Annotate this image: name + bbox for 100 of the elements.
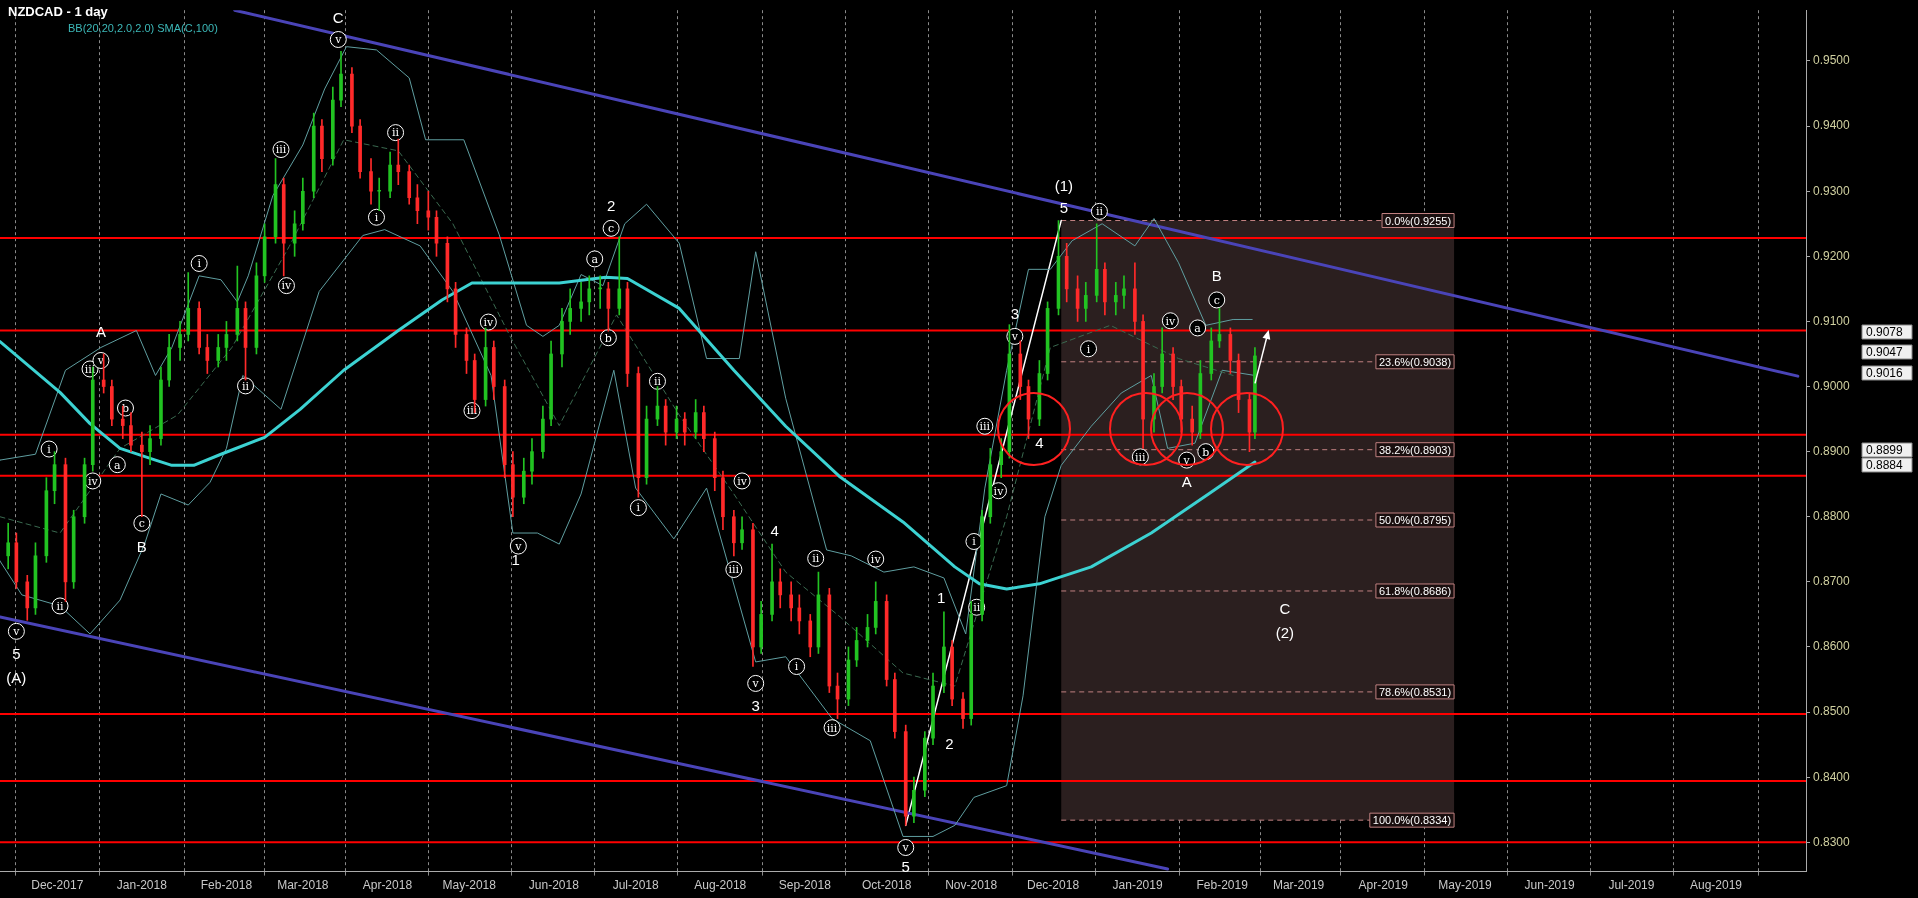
text: 0.9078 [1866, 325, 1904, 340]
annotation: i [794, 660, 799, 674]
annotation: ii [973, 601, 981, 615]
annotation: 5 [901, 858, 910, 876]
annotation: 4 [770, 522, 779, 540]
y-tick-label: 0.8600 [1813, 639, 1851, 654]
annotation: 2 [606, 197, 616, 215]
text: 0.9016 [1866, 366, 1904, 381]
x-tick-label: Jul-2018 [612, 878, 659, 893]
annotation: ii [242, 379, 250, 393]
annotation: (1) [1054, 177, 1074, 195]
annotation: i [636, 501, 641, 515]
x-tick-label: Apr-2018 [362, 878, 413, 893]
annotation: iii [466, 404, 478, 418]
ref-line-label: 0.0%(0.9255) [1385, 214, 1452, 227]
annotation: B [136, 538, 147, 556]
x-tick-label: Aug-2018 [694, 878, 747, 893]
annotation: v [1182, 453, 1191, 467]
y-tick-label: 0.9100 [1813, 313, 1851, 328]
text: 0.8899 [1866, 443, 1904, 458]
annotation: iv [1165, 314, 1176, 328]
ref-line-label: 50.0%(0.8795) [1378, 514, 1452, 527]
annotation: a [1194, 321, 1202, 335]
annotation: ii [812, 552, 820, 566]
annotation: ii [392, 126, 400, 140]
x-tick-label: Feb-2019 [1196, 878, 1249, 893]
ref-line-label: 61.8%(0.8686) [1378, 585, 1452, 598]
annotation: c [1213, 293, 1220, 307]
x-tick-label: Feb-2018 [200, 878, 253, 893]
annotation: iii [1135, 450, 1147, 464]
y-tick-label: 0.9400 [1813, 118, 1851, 133]
annotation: iv [483, 315, 494, 329]
y-tick-label: 0.9200 [1813, 248, 1851, 263]
annotation: iii [275, 143, 287, 157]
text: 0.9047 [1866, 345, 1904, 360]
annotation: a [591, 252, 599, 266]
x-tick-label: Jan-2018 [116, 878, 168, 893]
annotation: 5 [12, 644, 21, 662]
annotation: v [901, 841, 910, 855]
x-tick-label: May-2019 [1438, 878, 1492, 893]
annotation: i [1086, 342, 1091, 356]
x-tick-label: Jun-2019 [1524, 878, 1575, 893]
y-tick-label: 0.9500 [1813, 53, 1851, 68]
annotation: v [12, 625, 21, 639]
annotation: 3 [751, 697, 760, 715]
y-tick-label: 0.9000 [1813, 378, 1851, 393]
y-tick-label: 0.8700 [1813, 574, 1851, 589]
annotation: v [514, 539, 523, 553]
annotation: iii [979, 420, 991, 434]
annotation: 2 [945, 735, 954, 753]
chart-title: NZDCAD - 1 day [8, 4, 108, 19]
annotation: c [138, 517, 145, 531]
annotation: i [972, 535, 977, 549]
x-tick-label: Dec-2017 [31, 878, 84, 893]
annotation: C [332, 8, 344, 26]
annotation: c [608, 222, 615, 236]
annotation: iv [281, 279, 293, 293]
x-tick-label: Oct-2018 [861, 878, 912, 893]
y-tick-label: 0.9300 [1813, 183, 1851, 198]
x-tick-label: Jan-2019 [1112, 878, 1163, 893]
x-tick-label: Jun-2018 [528, 878, 580, 893]
annotation: i [374, 211, 379, 225]
x-tick-label: Mar-2018 [277, 878, 329, 893]
ref-line-label: 38.2%(0.8903) [1378, 443, 1452, 456]
ref-line-label: 23.6%(0.9038) [1378, 355, 1452, 368]
annotation: 1 [511, 550, 520, 568]
text: BB(20,20,2.0,2.0) SMA(C,100) [68, 22, 218, 34]
annotation: iv [870, 552, 882, 566]
y-tick-label: 0.8500 [1813, 704, 1851, 719]
annotation: A [1181, 473, 1192, 491]
x-tick-label: May-2018 [442, 878, 497, 893]
annotation: iv [993, 484, 1005, 498]
annotation: 4 [1035, 434, 1044, 452]
text: 0.8884 [1866, 458, 1904, 473]
x-tick-label: Aug-2019 [1689, 878, 1743, 893]
annotation: iv [737, 474, 748, 488]
ref-line-label: 78.6%(0.8531) [1378, 685, 1452, 698]
annotation: iii [826, 721, 838, 735]
y-tick-label: 0.8800 [1813, 509, 1851, 524]
annotation: (2) [1275, 623, 1295, 641]
annotation: v [1010, 330, 1019, 344]
annotation: ii [653, 375, 662, 389]
x-tick-label: Apr-2019 [1358, 878, 1409, 893]
annotation: a [114, 458, 122, 472]
x-tick-label: Dec-2018 [1027, 878, 1080, 893]
annotation: ii [1095, 205, 1104, 219]
annotation: v [334, 33, 343, 47]
line-series [0, 139, 1234, 687]
annotation: i [47, 442, 52, 456]
x-tick-label: Nov-2018 [945, 878, 998, 893]
y-tick-label: 0.8300 [1813, 834, 1851, 849]
annotation: iii [728, 563, 740, 577]
annotation: C [1279, 599, 1291, 617]
x-tick-label: Mar-2019 [1272, 878, 1325, 893]
annotation: b [1202, 445, 1210, 459]
annotation: (A) [6, 669, 27, 687]
annotation: b [604, 331, 612, 345]
y-tick-label: 0.8900 [1813, 443, 1851, 458]
annotation: v [751, 677, 760, 691]
x-tick-label: Sep-2018 [778, 878, 832, 893]
